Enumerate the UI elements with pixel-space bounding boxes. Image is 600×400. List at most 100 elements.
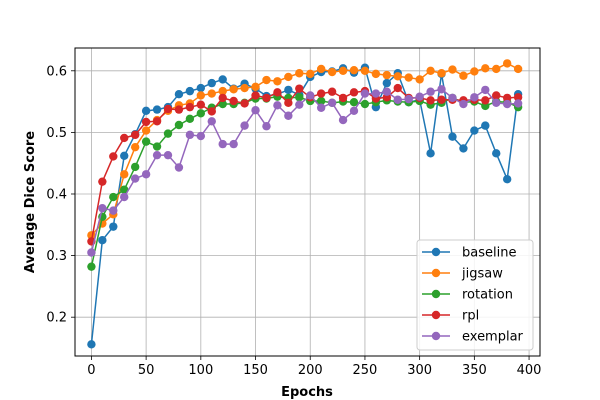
data-point-rotation [163, 129, 173, 138]
legend-label: exemplar [462, 330, 524, 345]
data-point-rpl [152, 117, 162, 126]
x-tick-label: 0 [87, 363, 95, 378]
legend-entry-rotation: rotation [422, 288, 513, 303]
data-point-exemplar [360, 89, 370, 98]
data-point-exemplar [426, 87, 435, 96]
data-point-rpl [338, 93, 348, 103]
data-point-baseline [448, 132, 457, 141]
data-point-exemplar [459, 99, 468, 109]
legend-label: rotation [462, 288, 513, 303]
data-point-exemplar [152, 150, 162, 160]
data-point-baseline [492, 149, 501, 158]
data-point-jigsaw [130, 142, 140, 152]
data-point-rpl [316, 89, 326, 98]
data-point-jigsaw [141, 126, 151, 135]
x-axis-title: Epochs [281, 385, 333, 400]
data-point-exemplar [338, 115, 348, 125]
data-point-rpl [130, 130, 140, 140]
x-tick-label: 350 [462, 363, 487, 378]
data-point-rpl [218, 93, 227, 103]
data-point-jigsaw [415, 75, 424, 84]
data-point-rotation [360, 99, 370, 109]
data-point-rpl [284, 98, 293, 108]
data-point-exemplar [513, 99, 523, 108]
data-point-rpl [426, 96, 435, 105]
data-point-jigsaw [360, 66, 370, 75]
series-jigsaw [87, 59, 523, 240]
data-point-rpl [513, 93, 523, 102]
legend-box [416, 239, 534, 351]
data-point-rotation [130, 162, 140, 172]
data-point-jigsaw [306, 69, 315, 79]
data-point-exemplar [240, 121, 249, 130]
data-point-jigsaw [327, 67, 337, 77]
legend-marker [431, 310, 441, 320]
data-point-baseline [459, 144, 468, 153]
x-tick-label: 50 [138, 363, 155, 378]
data-point-jigsaw [502, 59, 512, 68]
data-point-exemplar [218, 139, 227, 149]
x-tick-label: 150 [243, 363, 268, 378]
legend-entry-baseline: baseline [422, 246, 516, 261]
data-point-rpl [229, 96, 238, 106]
plot-frame [74, 47, 541, 357]
x-tick-label: 250 [353, 363, 378, 378]
data-point-baseline [284, 85, 293, 95]
data-point-rpl [141, 117, 151, 127]
data-point-exemplar [393, 95, 402, 104]
x-tick-label: 300 [407, 363, 432, 378]
data-point-baseline [481, 121, 490, 130]
y-tick-label: 0.6 [46, 64, 67, 79]
data-point-rotation [316, 96, 326, 106]
data-point-exemplar [327, 98, 337, 108]
data-point-rpl [349, 88, 359, 97]
data-point-exemplar [295, 100, 304, 109]
y-tick-label: 0.2 [46, 311, 67, 326]
data-point-rotation [152, 142, 162, 151]
series-line-exemplar [90, 88, 519, 253]
data-point-rpl [98, 177, 107, 186]
y-axis-title: Average Dice Score [23, 131, 38, 273]
data-point-jigsaw [382, 70, 392, 80]
data-point-rpl [327, 87, 337, 96]
data-point-rpl [174, 105, 184, 114]
data-point-exemplar [130, 174, 140, 183]
x-tick-label: 100 [188, 363, 213, 378]
legend-label: rpl [462, 309, 479, 324]
data-point-jigsaw [338, 66, 348, 75]
data-point-baseline [152, 105, 162, 114]
data-point-jigsaw [393, 72, 402, 81]
data-point-baseline [141, 106, 151, 116]
data-point-rpl [437, 95, 446, 104]
data-point-jigsaw [492, 64, 501, 74]
data-point-rpl [240, 99, 249, 108]
data-point-rotation [295, 93, 304, 102]
data-point-rpl [207, 107, 216, 116]
data-point-exemplar [207, 117, 216, 126]
legend: baseline jigsaw rotation rpl exemplar [416, 239, 534, 351]
data-point-baseline [382, 78, 392, 88]
data-point-exemplar [481, 85, 490, 95]
data-point-jigsaw [251, 82, 260, 92]
x-tick-label: 400 [517, 363, 542, 378]
data-point-jigsaw [284, 72, 293, 82]
data-point-rotation [185, 114, 195, 124]
series-line-rpl [90, 87, 519, 242]
data-point-rpl [185, 102, 195, 112]
data-point-rotation [174, 120, 184, 130]
data-point-rpl [393, 83, 402, 93]
x-tick-label: 200 [298, 363, 323, 378]
data-point-jigsaw [437, 69, 446, 78]
data-point-baseline [185, 86, 195, 96]
data-point-rpl [273, 88, 282, 97]
data-point-jigsaw [240, 83, 249, 93]
data-point-jigsaw [513, 64, 523, 74]
data-point-rpl [492, 91, 501, 100]
data-point-rpl [251, 91, 260, 100]
data-point-rpl [163, 104, 173, 114]
data-point-exemplar [120, 192, 129, 202]
data-point-jigsaw [426, 66, 435, 75]
data-point-jigsaw [262, 75, 271, 85]
data-point-jigsaw [218, 86, 227, 96]
data-point-baseline [426, 149, 435, 158]
